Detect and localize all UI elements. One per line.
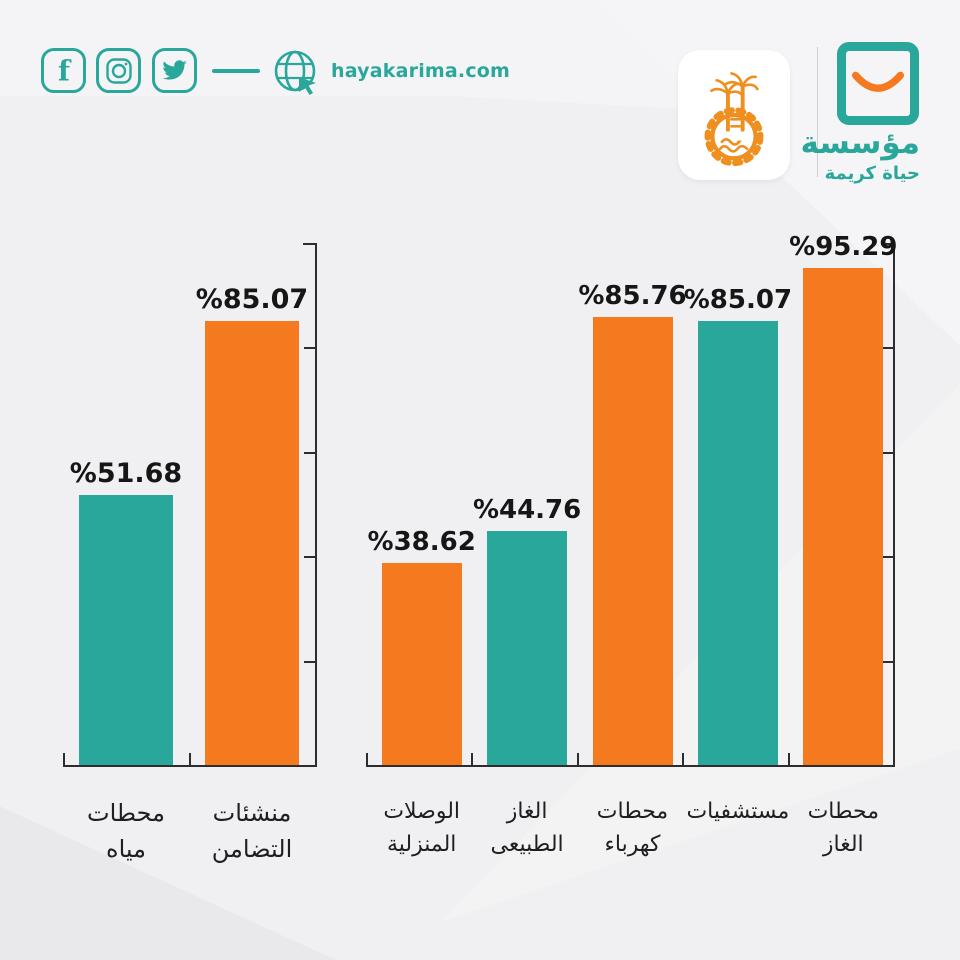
bar-1: [487, 531, 568, 765]
bar-value-label-0: %51.68: [69, 458, 183, 489]
y-axis-tick: [304, 660, 315, 663]
governorate-emblem-icon: [704, 72, 764, 167]
y-axis-tick: [882, 660, 893, 663]
category-label-1: منشئات التضامن: [211, 799, 293, 863]
governorate-logo-card: [678, 50, 790, 180]
website-url[interactable]: hayakarima.com: [331, 60, 511, 82]
category-label-3: مستشفيات: [686, 799, 790, 824]
x-axis-tick: [366, 753, 368, 765]
y-axis-tick: [882, 347, 893, 350]
x-axis-tick: [471, 753, 474, 765]
x-axis-tick: [787, 753, 790, 765]
haya-karima-smile-icon: [837, 42, 919, 125]
logo-divider: [817, 47, 818, 177]
x-axis-tick: [189, 753, 191, 765]
x-axis-line: [63, 765, 317, 767]
bar-3: [697, 321, 778, 765]
bar-value-label-0: %38.62: [367, 527, 476, 557]
category-label-4: محطات الغاز: [807, 799, 880, 857]
y-axis-tick: [304, 347, 315, 350]
category-label-1: الغاز الطبيعى: [490, 799, 564, 857]
y-axis-line: [893, 243, 895, 767]
bar-1: [205, 321, 299, 765]
category-label-2: محطات كهرباء: [596, 799, 669, 857]
x-axis-tick: [63, 753, 65, 765]
y-axis-top-cap: [881, 243, 895, 245]
bar-4: [803, 268, 884, 765]
y-axis-tick: [304, 451, 315, 454]
bar-value-label-1: %44.76: [472, 495, 582, 525]
category-label-0: الوصلات المنزلية: [383, 799, 461, 857]
y-axis-line: [315, 243, 317, 767]
x-axis-tick: [682, 753, 685, 765]
header: f hayakarima.com: [0, 0, 620, 120]
svg-text:f: f: [58, 56, 72, 86]
y-axis-tick: [882, 451, 893, 454]
category-label-0: محطات مياه: [87, 799, 165, 863]
bar-value-label-2: %85.76: [578, 281, 687, 311]
bar-value-label-3: %85.07: [683, 285, 793, 315]
y-axis-top-cap: [303, 243, 317, 245]
bar-0: [381, 563, 462, 765]
bar-0: [79, 495, 173, 765]
facebook-icon[interactable]: f: [41, 48, 86, 93]
x-axis-tick: [576, 753, 579, 765]
foundation-name: مؤسسة: [800, 125, 920, 161]
bar-2: [592, 317, 673, 765]
bar-value-label-4: %95.29: [789, 232, 898, 262]
globe-cursor-icon: [271, 47, 321, 97]
twitter-icon[interactable]: [152, 48, 197, 93]
y-axis-tick: [304, 556, 315, 559]
y-axis-tick: [882, 556, 893, 559]
x-axis-line: [366, 765, 895, 767]
foundation-subname: حياة كريمة: [824, 163, 920, 184]
bar-value-label-1: %85.07: [195, 284, 309, 315]
header-dash-divider: [212, 69, 260, 73]
instagram-icon[interactable]: [96, 48, 141, 93]
